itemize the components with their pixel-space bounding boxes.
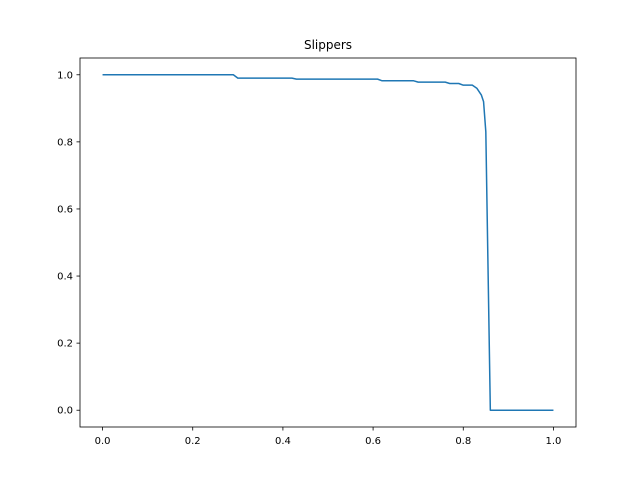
series-line: [102, 74, 554, 411]
y-tick-label: 0.6: [57, 204, 73, 215]
x-tick-label: 0.0: [95, 436, 111, 447]
y-axis: 0.0 0.2 0.4 0.6 0.8 1.0: [57, 70, 80, 417]
x-axis: 0.0 0.2 0.4 0.6 0.8 1.0: [95, 427, 562, 447]
x-tick-label: 0.6: [365, 436, 381, 447]
y-tick-label: 0.2: [57, 339, 73, 350]
x-tick-label: 0.4: [275, 436, 291, 447]
x-tick-label: 0.8: [455, 436, 471, 447]
plot-lines: [102, 74, 554, 411]
y-tick-label: 1.0: [57, 70, 73, 81]
y-tick-label: 0.0: [57, 406, 73, 417]
y-tick-label: 0.8: [57, 137, 73, 148]
chart-title: Slippers: [304, 38, 352, 52]
x-tick-label: 1.0: [546, 436, 562, 447]
y-tick-label: 0.4: [57, 272, 73, 283]
plot-frame: [79, 57, 577, 428]
x-tick-label: 0.2: [185, 436, 201, 447]
